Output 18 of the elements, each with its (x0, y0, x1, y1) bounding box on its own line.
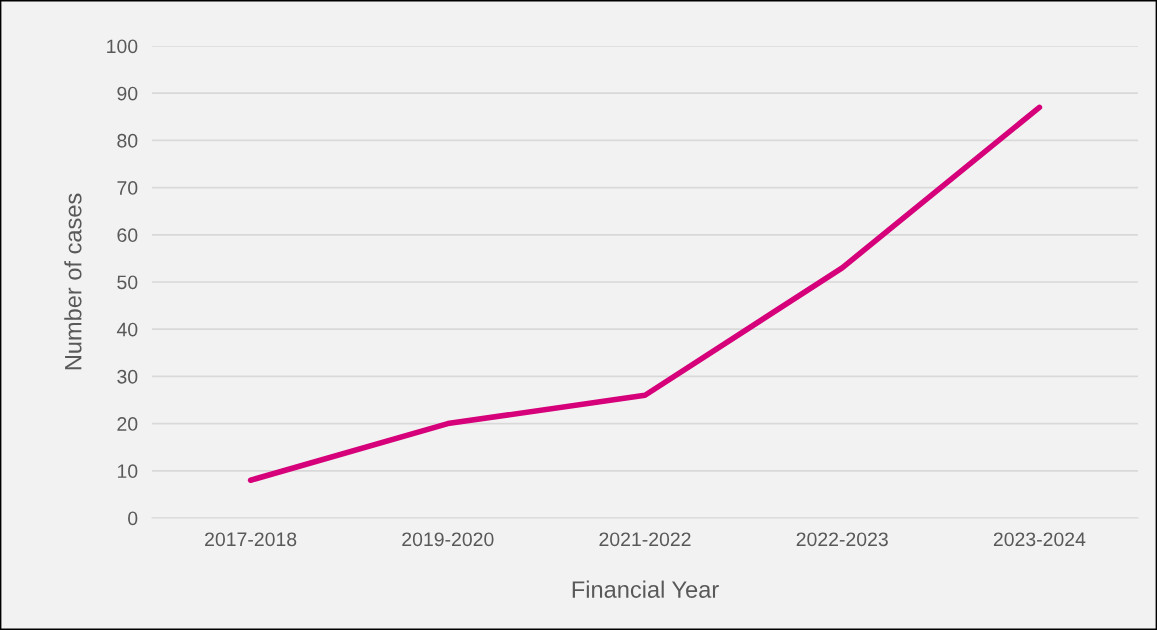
y-tick-label: 40 (116, 322, 138, 337)
x-tick-label: 2019-2020 (402, 532, 494, 547)
y-tick-label: 70 (117, 181, 138, 195)
x-tick-label: 2023-2024 (993, 532, 1086, 547)
y-tick-label: 90 (117, 86, 138, 101)
x-axis-title: Financial Year (572, 580, 719, 598)
x-tick-label: 2021-2022 (599, 532, 691, 547)
y-tick-label: 20 (117, 417, 138, 431)
y-tick-label: 0 (128, 511, 138, 526)
y-tick-label: 80 (117, 133, 138, 148)
y-tick-label: 60 (117, 228, 138, 243)
y-axis-title: Number of cases (64, 193, 82, 370)
x-tick-label: 2022-2023 (796, 532, 888, 547)
y-tick-label: 50 (117, 275, 138, 290)
y-tick-label: 30 (117, 369, 138, 384)
y-tick-label: 100 (107, 39, 138, 54)
x-tick-label: 2017-2018 (205, 532, 297, 547)
y-tick-label: 10 (117, 464, 138, 479)
